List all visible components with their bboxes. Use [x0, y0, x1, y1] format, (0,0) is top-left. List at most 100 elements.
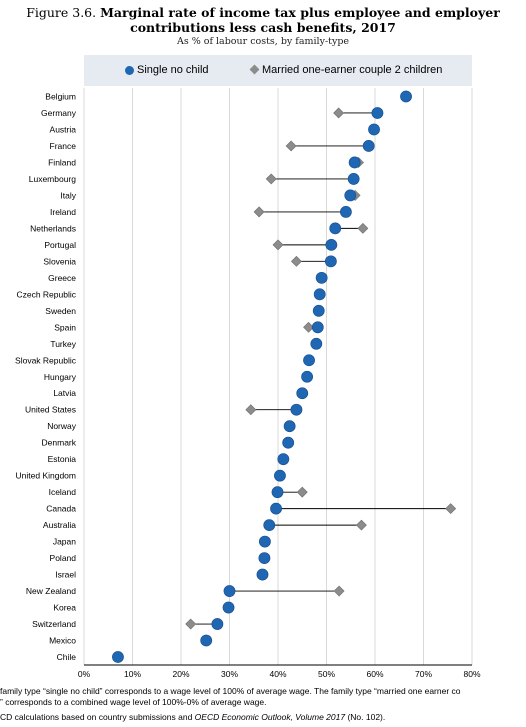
chart-title-line-1: Figure 3.6. Marginal rate of income tax …	[0, 5, 526, 20]
x-tick-label-1: 10%	[124, 669, 141, 679]
x-tick-label-0: 0%	[78, 669, 91, 679]
single-dot-29	[256, 568, 269, 581]
y-tick-label-3: France	[50, 141, 77, 151]
legend: Single no child Married one-earner coupl…	[84, 55, 472, 86]
married-diamond-19	[245, 404, 257, 416]
single-dot-27	[259, 535, 271, 548]
single-dot-30	[223, 585, 236, 597]
single-dot-15	[310, 337, 323, 350]
single-dot-32	[211, 618, 224, 630]
y-tick-label-33: Mexico	[49, 636, 76, 646]
single-dot-10	[324, 255, 337, 268]
single-dot-4	[348, 156, 361, 169]
married-diamond-32	[185, 618, 197, 630]
y-tick-label-24: Iceland	[49, 487, 77, 497]
circle-marker-icon	[125, 66, 134, 75]
single-dot-31	[222, 601, 235, 614]
y-tick-label-8: Netherlands	[30, 223, 76, 233]
footnote-1: family type “single no child” correspond…	[0, 686, 461, 696]
y-tick-label-20: Norway	[47, 421, 77, 431]
single-dot-9	[325, 238, 338, 251]
y-tick-label-1: Germany	[41, 108, 77, 118]
married-diamond-3	[285, 140, 297, 152]
single-dot-7	[339, 205, 352, 218]
x-tick-label-7: 70%	[415, 669, 432, 679]
married-diamond-30	[333, 585, 345, 597]
footnote-2: ” corresponds to a combined wage level o…	[0, 697, 267, 707]
y-tick-label-17: Hungary	[44, 372, 77, 382]
y-tick-label-9: Portugal	[44, 240, 76, 250]
single-dot-18	[296, 387, 309, 400]
y-tick-label-34: Chile	[57, 652, 77, 662]
x-tick-label-5: 50%	[318, 669, 335, 679]
figure-label: Figure 3.6.	[26, 5, 97, 20]
legend-label-married: Married one-earner couple 2 children	[262, 64, 443, 76]
single-dot-12	[313, 288, 326, 301]
chart-subtitle: As % of labour costs, by family-type	[176, 36, 350, 47]
y-tick-label-32: Switzerland	[32, 619, 76, 629]
married-diamond-9	[272, 239, 284, 251]
married-diamond-26	[355, 519, 367, 531]
single-dot-25	[270, 502, 282, 515]
y-tick-label-2: Austria	[50, 124, 77, 134]
y-tick-label-19: United States	[25, 405, 76, 415]
y-tick-label-10: Slovenia	[43, 256, 76, 266]
single-dot-16	[303, 354, 315, 367]
x-tick-label-4: 40%	[269, 669, 286, 679]
single-dot-21	[282, 436, 295, 449]
footnote-source: CD calculations based on country submiss…	[0, 712, 385, 723]
y-tick-label-15: Turkey	[50, 339, 76, 349]
married-diamond-10	[291, 255, 302, 267]
single-dot-23	[274, 469, 286, 482]
legend-label-single: Single no child	[137, 64, 209, 76]
y-tick-label-25: Canada	[46, 504, 76, 514]
x-tick-label-6: 60%	[366, 669, 383, 679]
married-diamond-14	[303, 321, 314, 333]
y-tick-label-23: United Kingdom	[16, 471, 76, 481]
y-tick-label-0: Belgium	[45, 92, 76, 102]
y-tick-label-14: Spain	[54, 322, 76, 332]
y-tick-label-29: Israel	[55, 570, 76, 580]
y-tick-label-27: Japan	[53, 537, 76, 547]
y-tick-label-26: Australia	[43, 520, 76, 530]
single-dot-11	[315, 271, 328, 284]
married-diamond-25	[445, 503, 457, 515]
y-tick-label-6: Italy	[60, 190, 76, 200]
title-text-1: Marginal rate of income tax plus employe…	[100, 5, 500, 20]
single-dot-1	[371, 107, 384, 119]
single-dot-8	[329, 222, 342, 235]
single-dot-24	[271, 486, 284, 499]
x-tick-label-8: 80%	[463, 669, 480, 679]
chart-title-line-2: contributions less cash benefits, 2017	[130, 20, 396, 35]
single-dot-26	[263, 519, 276, 532]
y-tick-label-28: Poland	[50, 553, 77, 563]
y-tick-label-18: Latvia	[53, 388, 76, 398]
single-dot-22	[277, 453, 290, 466]
y-tick-label-12: Czech Republic	[16, 289, 76, 299]
source-suffix: (No. 102).	[345, 712, 386, 722]
single-dot-0	[400, 90, 412, 103]
married-diamond-7	[253, 206, 265, 218]
single-dot-19	[290, 403, 303, 416]
single-dot-28	[258, 552, 271, 564]
single-dot-6	[344, 189, 357, 202]
y-tick-label-21: Denmark	[42, 438, 77, 448]
single-dot-33	[200, 634, 213, 647]
source-italic: OECD Economic Outlook, Volume 2017	[194, 712, 346, 722]
single-dot-34	[112, 651, 124, 663]
y-tick-label-30: New Zealand	[26, 586, 76, 596]
married-diamond-1	[333, 107, 345, 119]
married-diamond-24	[296, 486, 308, 498]
single-dot-17	[301, 370, 313, 383]
single-dot-13	[312, 304, 325, 317]
x-tick-label-3: 30%	[221, 669, 238, 679]
source-prefix: CD calculations based on country submiss…	[0, 712, 195, 722]
y-tick-label-5: Luxembourg	[29, 174, 77, 184]
single-dot-5	[347, 173, 360, 185]
y-tick-label-22: Estonia	[48, 454, 77, 464]
y-tick-label-7: Ireland	[50, 207, 76, 217]
married-diamond-8	[357, 222, 369, 234]
married-diamond-5	[265, 173, 277, 185]
y-tick-label-16: Slovak Republic	[15, 355, 77, 365]
dot-plot-chart: 0% 10% 20% 30% 40% 50% 60% 70% 80% Belgium Germany…	[15, 88, 481, 679]
